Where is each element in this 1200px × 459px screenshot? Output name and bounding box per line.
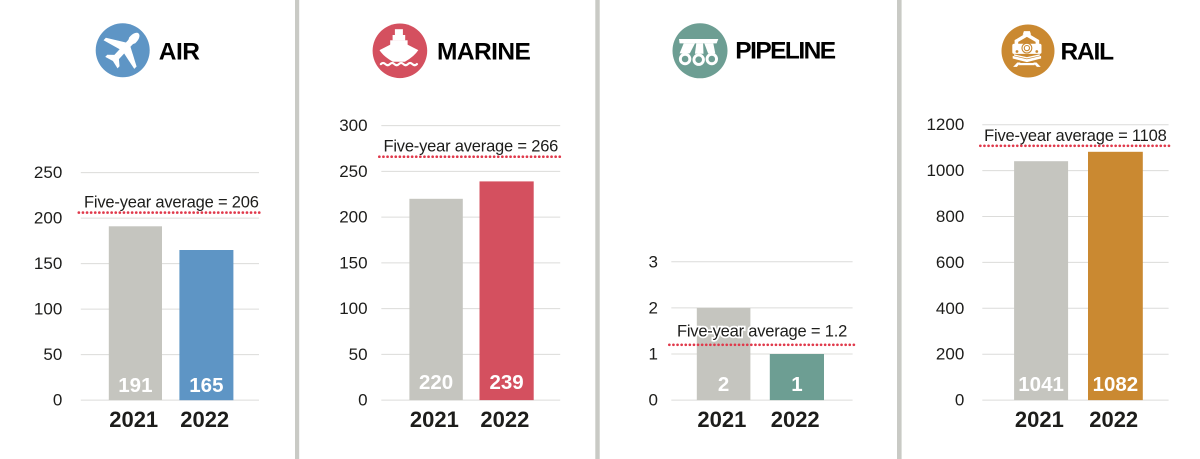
svg-text:2021: 2021 bbox=[109, 407, 158, 432]
svg-text:2022: 2022 bbox=[771, 407, 820, 432]
svg-text:250: 250 bbox=[34, 163, 62, 182]
svg-text:239: 239 bbox=[489, 371, 523, 394]
svg-text:Five-year average = 1.2: Five-year average = 1.2 bbox=[677, 323, 847, 341]
svg-text:2022: 2022 bbox=[1089, 407, 1138, 432]
svg-text:Five-year average = 266: Five-year average = 266 bbox=[383, 138, 558, 156]
svg-text:150: 150 bbox=[339, 253, 367, 272]
svg-text:600: 600 bbox=[936, 253, 964, 272]
svg-text:200: 200 bbox=[34, 209, 62, 228]
svg-text:250: 250 bbox=[339, 162, 367, 181]
svg-text:800: 800 bbox=[936, 207, 964, 226]
svg-text:400: 400 bbox=[936, 299, 964, 318]
svg-text:Five-year average = 206: Five-year average = 206 bbox=[84, 194, 259, 212]
svg-text:1: 1 bbox=[791, 373, 802, 396]
svg-text:MARINE: MARINE bbox=[437, 38, 531, 65]
svg-text:0: 0 bbox=[53, 391, 62, 410]
svg-text:100: 100 bbox=[34, 300, 62, 319]
svg-text:0: 0 bbox=[955, 391, 964, 410]
svg-text:RAIL: RAIL bbox=[1061, 38, 1115, 65]
svg-text:50: 50 bbox=[43, 345, 62, 364]
svg-text:150: 150 bbox=[34, 254, 62, 273]
svg-text:300: 300 bbox=[339, 116, 367, 135]
svg-text:191: 191 bbox=[118, 374, 152, 397]
svg-text:1082: 1082 bbox=[1093, 373, 1139, 396]
svg-text:0: 0 bbox=[649, 391, 658, 410]
svg-text:200: 200 bbox=[936, 345, 964, 364]
svg-text:2: 2 bbox=[649, 298, 658, 317]
svg-text:1000: 1000 bbox=[926, 161, 964, 180]
svg-text:1200: 1200 bbox=[926, 115, 964, 134]
svg-text:1: 1 bbox=[649, 345, 658, 364]
svg-text:220: 220 bbox=[419, 371, 453, 394]
svg-text:50: 50 bbox=[349, 345, 368, 364]
svg-text:165: 165 bbox=[189, 374, 223, 397]
svg-text:1041: 1041 bbox=[1018, 373, 1064, 396]
svg-text:2021: 2021 bbox=[1015, 407, 1064, 432]
svg-text:100: 100 bbox=[339, 299, 367, 318]
svg-text:200: 200 bbox=[339, 208, 367, 227]
svg-text:2: 2 bbox=[718, 373, 729, 396]
svg-text:3: 3 bbox=[649, 252, 658, 271]
svg-text:2022: 2022 bbox=[180, 407, 229, 432]
svg-text:Five-year average = 1108: Five-year average = 1108 bbox=[984, 127, 1166, 145]
svg-text:2021: 2021 bbox=[410, 407, 459, 432]
svg-text:AIR: AIR bbox=[159, 38, 200, 65]
svg-text:2022: 2022 bbox=[480, 407, 529, 432]
svg-text:PIPELINE: PIPELINE bbox=[735, 38, 835, 65]
svg-text:0: 0 bbox=[358, 391, 367, 410]
svg-text:2021: 2021 bbox=[697, 407, 746, 432]
